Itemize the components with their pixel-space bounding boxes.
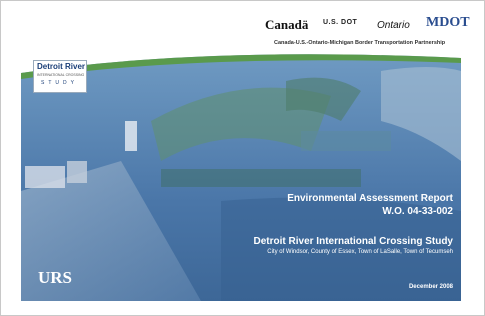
report-title: Environmental Assessment Report <box>287 193 453 204</box>
study-title: Detroit River International Crossing Stu… <box>254 236 453 247</box>
study-logo-subtitle: INTERNATIONAL CROSSING <box>37 73 84 77</box>
mdot-logo: MDOT <box>426 15 470 31</box>
cover-artwork <box>1 1 484 315</box>
canada-logo: Canadä <box>265 17 308 33</box>
usdot-logo: U.S. DOT <box>323 19 357 26</box>
firm-logo: URS <box>38 268 72 288</box>
report-cover: Canadä U.S. DOT Ontario MDOT Canada-U.S.… <box>0 0 485 316</box>
municipalities: City of Windsor, County of Essex, Town o… <box>267 249 453 255</box>
study-logo-name: Detroit River <box>37 62 85 71</box>
report-number: W.O. 04-33-002 <box>382 206 453 217</box>
report-date: December 2008 <box>409 284 453 290</box>
ontario-logo: Ontario <box>377 20 410 31</box>
study-logo-study: STUDY <box>41 80 78 86</box>
partnership-line: Canada-U.S.-Ontario-Michigan Border Tran… <box>274 40 445 46</box>
